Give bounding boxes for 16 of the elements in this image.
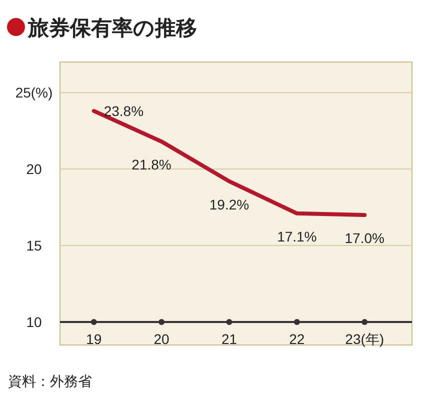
y-tick-label: 15	[26, 238, 42, 254]
x-tick-label: 21	[221, 331, 238, 347]
x-tick-label: 22	[289, 331, 305, 347]
data-label: 21.8%	[132, 156, 172, 173]
y-tick-label: 10	[26, 314, 42, 330]
y-tick-label: 20	[26, 161, 42, 178]
y-tick-label: 25(%)	[15, 84, 53, 101]
x-tick-label: 23(年)	[345, 331, 384, 347]
x-tick-label: 19	[86, 331, 102, 347]
chart-title: 旅券保有率の推移	[27, 16, 197, 40]
data-label: 19.2%	[209, 196, 250, 212]
data-label: 17.1%	[277, 228, 317, 244]
data-label: 17.0%	[344, 230, 384, 246]
x-tick-label: 20	[154, 331, 170, 347]
text: 資料：外務省	[8, 373, 92, 389]
data-label: 23.8%	[104, 102, 144, 119]
